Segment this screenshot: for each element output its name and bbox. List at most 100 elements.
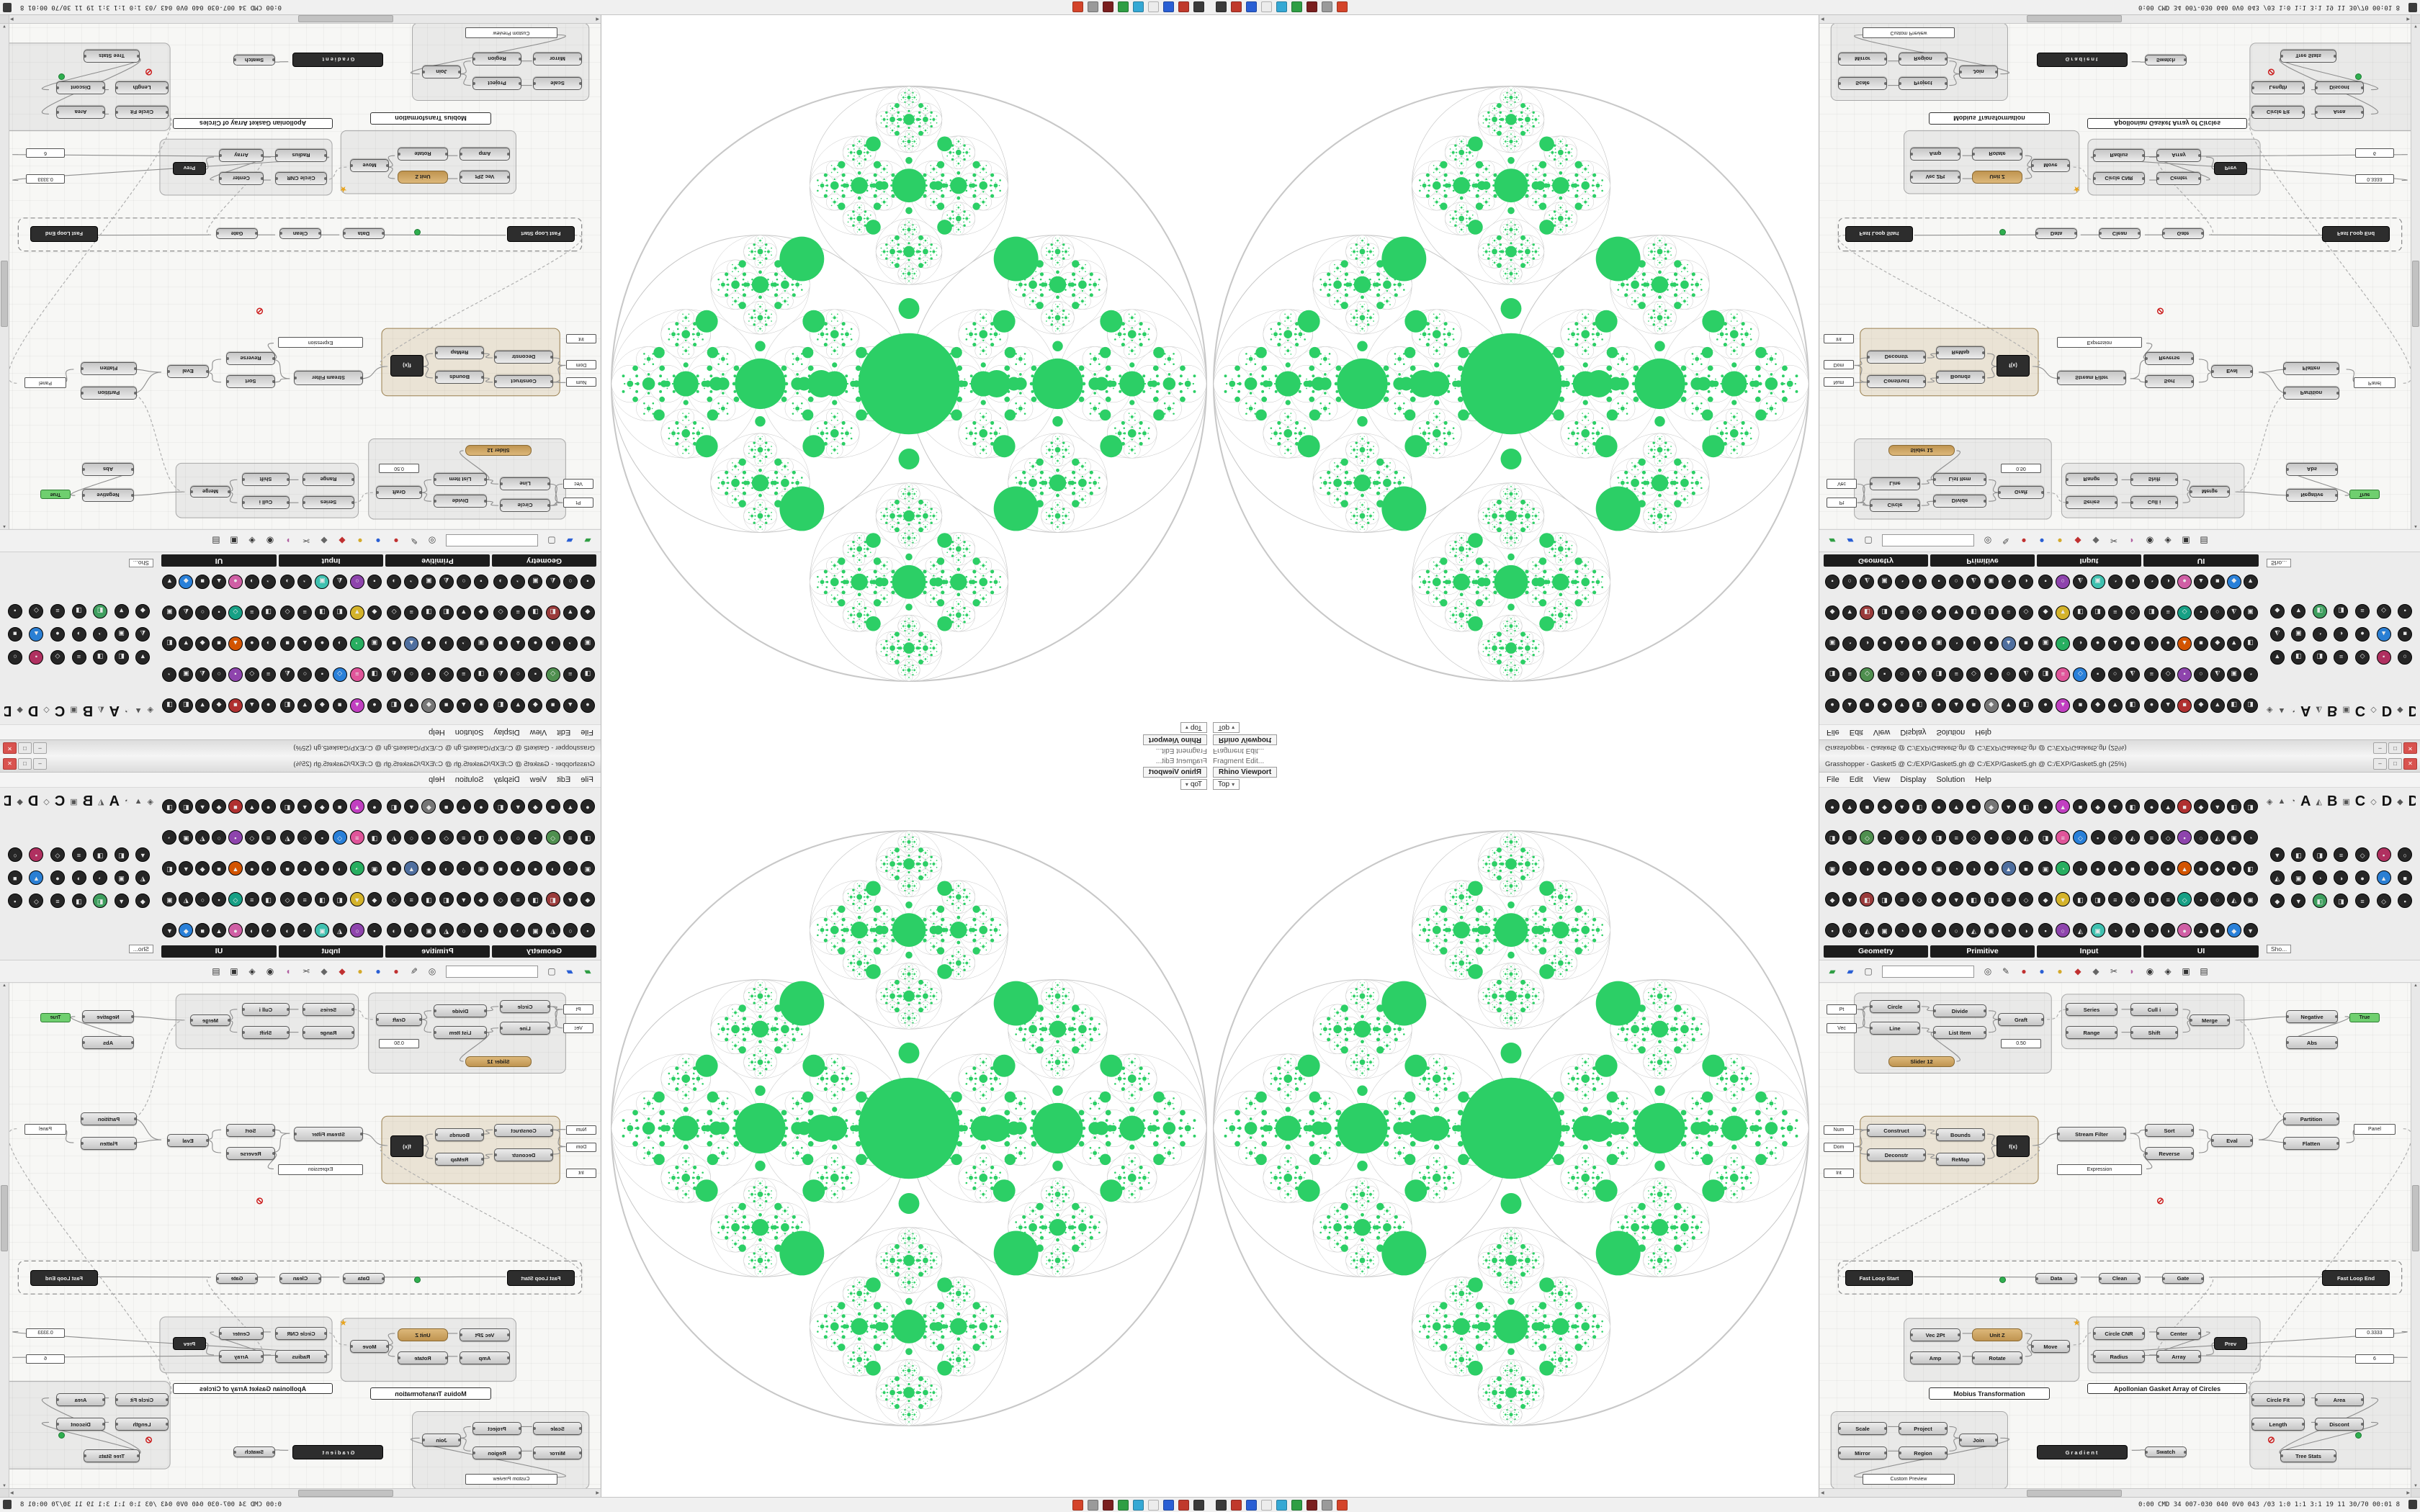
gh-node[interactable]: Center	[2156, 1327, 2201, 1340]
component-icon[interactable]: ◇	[332, 667, 347, 683]
tab-shape-icon[interactable]: ▲	[2277, 706, 2286, 715]
component-icon[interactable]: ▪	[1984, 829, 1999, 845]
component-icon[interactable]: ◧	[1966, 606, 1981, 621]
vertical-scroll-thumb[interactable]	[2412, 1185, 2419, 1252]
gh-node[interactable]: Move	[350, 159, 389, 172]
gh-node[interactable]: Mirror	[1838, 1446, 1887, 1459]
gh-node[interactable]: Data	[343, 228, 385, 239]
component-icon[interactable]: ○	[2398, 847, 2413, 862]
component-icon[interactable]: ▼	[404, 698, 419, 714]
gh-node[interactable]: Merge	[2190, 1014, 2230, 1026]
component-icon[interactable]: ◇	[244, 829, 259, 845]
component-icon[interactable]: ≡	[2355, 604, 2370, 618]
palette-tab-primitive[interactable]: Primitive	[1930, 945, 2035, 958]
vertical-scrollbar[interactable]: ▲ ▼	[0, 23, 9, 529]
component-icon[interactable]: ▣	[315, 922, 330, 937]
component-icon[interactable]: ◆	[2269, 604, 2285, 618]
tab-shape-icon[interactable]: ◆	[2397, 706, 2403, 715]
gh-node[interactable]: Length	[115, 1418, 169, 1431]
scroll-up-icon[interactable]: ▲	[2414, 984, 2418, 988]
component-icon[interactable]: ▣	[1932, 636, 1947, 652]
component-icon[interactable]: ◔	[2001, 575, 2016, 590]
component-icon[interactable]: ◧	[2018, 698, 2033, 714]
close-button[interactable]: ✕	[2403, 742, 2417, 754]
component-icon[interactable]: ◭	[280, 667, 295, 683]
gh-node[interactable]: Flatten	[2283, 362, 2339, 375]
group-label[interactable]: Apollonian Gasket Array of Circles	[173, 118, 333, 129]
component-icon[interactable]: ▪	[228, 667, 243, 683]
component-icon[interactable]: ◭	[439, 922, 454, 937]
component-icon[interactable]: ◨	[2038, 829, 2053, 845]
component-icon[interactable]: ◔	[511, 575, 526, 590]
component-icon[interactable]: ◔	[261, 922, 276, 937]
component-icon[interactable]: ◆	[1825, 606, 1840, 621]
component-icon[interactable]: ◆	[135, 604, 151, 618]
gh-node[interactable]: Radius	[2093, 149, 2145, 162]
component-icon[interactable]: ◭	[2210, 829, 2225, 845]
gh-node[interactable]: Circle Fit	[115, 106, 169, 119]
view-mode-button[interactable]: Top▾	[1180, 779, 1207, 790]
component-icon[interactable]: ◆	[2269, 894, 2285, 908]
component-icon[interactable]: ◆	[1932, 606, 1947, 621]
component-icon[interactable]: ▣	[1825, 636, 1840, 652]
component-icon[interactable]: ▼	[1949, 891, 1964, 906]
component-icon[interactable]: ▼	[162, 922, 177, 937]
component-icon[interactable]: ◑	[71, 870, 86, 885]
component-icon[interactable]: ◑	[261, 636, 276, 652]
gh-node[interactable]: Dom	[566, 1143, 596, 1152]
component-icon[interactable]: ≡	[511, 891, 526, 906]
gh-node[interactable]: Data	[2035, 1273, 2077, 1284]
component-icon[interactable]: ◭	[195, 667, 210, 683]
gh-node[interactable]: Project	[1899, 1422, 1948, 1435]
component-icon[interactable]: ◧	[387, 798, 402, 814]
component-icon[interactable]: ◨	[1877, 606, 1892, 621]
component-icon[interactable]: ◑	[493, 575, 508, 590]
gh-node[interactable]: Unit Z	[398, 171, 448, 184]
component-icon[interactable]: ◇	[2355, 650, 2370, 665]
palette-tab-primitive[interactable]: Primitive	[385, 945, 490, 958]
gh-node[interactable]: Eval	[2211, 1134, 2253, 1147]
tab-letter[interactable]: B	[2326, 793, 2338, 809]
component-icon[interactable]: ▣	[2291, 627, 2306, 642]
tray-icon[interactable]	[1291, 1, 1302, 13]
component-icon[interactable]: ◑	[2125, 575, 2140, 590]
component-icon[interactable]: ■	[332, 798, 347, 814]
node-group[interactable]	[1837, 1260, 2403, 1295]
component-icon[interactable]: ○	[2107, 829, 2123, 845]
component-icon[interactable]: ▲	[1894, 860, 1909, 876]
display-red-icon[interactable]: ●	[2021, 966, 2027, 976]
scroll-up-icon[interactable]: ▲	[2, 524, 6, 528]
new-document-icon[interactable]: ▢	[1864, 966, 1873, 976]
gh-node[interactable]: Tree Stats	[2280, 1449, 2336, 1462]
group-icon[interactable]: ▤	[212, 966, 220, 976]
gh-node[interactable]: Fast Loop End	[2322, 226, 2390, 242]
component-icon[interactable]: ◆	[580, 606, 595, 621]
gh-node[interactable]: Pt	[563, 498, 593, 508]
component-icon[interactable]: ▪	[528, 667, 543, 683]
component-icon[interactable]: ▣	[473, 860, 488, 876]
gh-node[interactable]: Swatch	[233, 1446, 275, 1457]
gh-node[interactable]: ReMap	[1936, 346, 1985, 359]
component-icon[interactable]: ◆	[2210, 860, 2225, 876]
component-icon[interactable]: ▼	[2226, 636, 2241, 652]
tab-letter[interactable]: C	[54, 703, 66, 719]
gh-node[interactable]: Project	[472, 1422, 521, 1435]
gh-node[interactable]: Move	[350, 1340, 389, 1353]
gh-node[interactable]: Graft	[376, 1013, 422, 1026]
component-icon[interactable]: ◆	[315, 698, 330, 714]
tray-icon[interactable]	[1322, 1499, 1332, 1511]
show-more-button[interactable]: Sho...	[128, 945, 153, 953]
gh-node[interactable]: Scale	[533, 1422, 582, 1435]
component-icon[interactable]: ◑	[2161, 575, 2176, 590]
component-icon[interactable]: ■	[493, 636, 508, 652]
component-icon[interactable]: ≡	[244, 891, 259, 906]
component-icon[interactable]: ■	[228, 698, 243, 714]
rhino-viewport[interactable]: Fragment Edit... Rhino Viewport Top▾	[1210, 756, 1819, 1498]
component-icon[interactable]: ●	[2090, 636, 2105, 652]
gh-node[interactable]: Swatch	[2145, 1446, 2187, 1457]
component-icon[interactable]: ◧	[2226, 698, 2241, 714]
component-icon[interactable]: ○	[2210, 891, 2225, 906]
component-icon[interactable]: ◭	[1966, 575, 1981, 590]
component-icon[interactable]: ▪	[1825, 922, 1840, 937]
component-icon[interactable]: ▣	[580, 860, 595, 876]
